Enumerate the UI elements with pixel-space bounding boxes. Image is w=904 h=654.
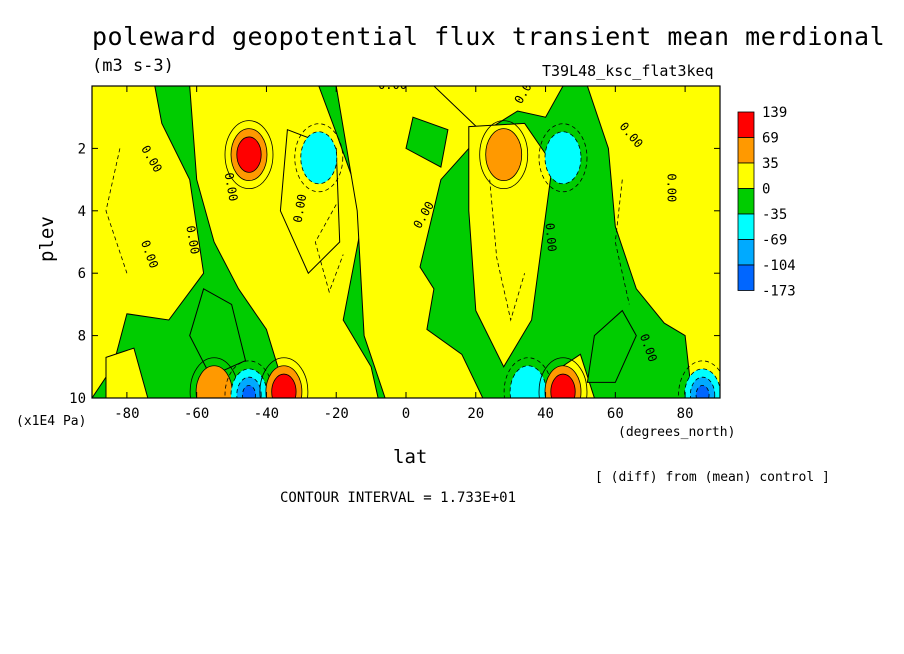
x-tick-label: 20 — [467, 406, 484, 422]
field-negative-region — [405, 116, 449, 168]
zero-contour-label: 0.00 — [291, 193, 310, 224]
colorbar-swatch — [737, 188, 755, 215]
contour-ring — [479, 120, 529, 190]
x-tick-label: -40 — [254, 406, 279, 422]
x-tick-label: 0 — [402, 406, 410, 422]
field-positive-region — [468, 122, 554, 368]
positive-extremum — [271, 373, 297, 398]
positive-extremum — [485, 128, 523, 182]
contour-ring — [538, 123, 588, 193]
colorbar-label: 0 — [762, 182, 770, 198]
contour-field: 0.000.000.000.000.000.00 0.000.000.000.00… — [92, 78, 720, 398]
colorbar-swatch — [737, 213, 755, 240]
dashed-contour — [314, 204, 344, 294]
negative-extremum — [242, 385, 256, 398]
field-positive-region — [92, 86, 205, 398]
zero-contour-label: 0.00 — [183, 224, 202, 255]
contour-ring — [538, 357, 588, 398]
colorbar-swatch — [737, 264, 755, 291]
contour-ring — [294, 123, 344, 193]
y-axis-label: plev — [36, 216, 58, 262]
colorbar-swatch — [737, 162, 755, 189]
zero-contour-label: 0.00 — [222, 171, 241, 202]
field-positive-region — [433, 86, 564, 134]
run-name: T39L48_ksc_flat3keq — [542, 62, 714, 80]
x-tick-label: 60 — [607, 406, 624, 422]
y-tick-label: 6 — [78, 266, 86, 282]
x-tick-label: -20 — [324, 406, 349, 422]
y-axis-unit: (x1E4 Pa) — [16, 414, 87, 429]
colorbar-swatch — [737, 111, 755, 138]
contour-ring — [224, 120, 274, 190]
colorbar-label: -69 — [762, 233, 787, 249]
chart-title: poleward geopotential flux transient mea… — [92, 22, 886, 51]
negative-extremum — [300, 131, 338, 185]
field-negative-region — [586, 309, 637, 383]
colorbar-label: 69 — [762, 131, 779, 147]
x-axis-label: lat — [393, 446, 428, 468]
positive-extremum — [550, 373, 576, 398]
dashed-contour — [105, 148, 128, 274]
y-tick-label: 8 — [78, 329, 86, 345]
dashed-contour — [614, 179, 630, 305]
negative-extremum — [544, 131, 582, 185]
zero-contour-label: 0.00 — [665, 173, 679, 202]
colorbar-label: -35 — [762, 207, 787, 223]
x-tick-label: -60 — [184, 406, 209, 422]
negative-extremum — [695, 385, 710, 398]
x-tick-label: -80 — [114, 406, 139, 422]
colorbar-label: -173 — [762, 284, 796, 300]
colorbar-label: -104 — [762, 258, 796, 274]
contour-ring — [259, 357, 309, 398]
field-negative-region — [189, 288, 247, 377]
x-tick-label: 40 — [537, 406, 554, 422]
positive-extremum — [236, 136, 262, 173]
x-tick-label: 80 — [677, 406, 694, 422]
contour-interval: CONTOUR INTERVAL = 1.733E+01 — [280, 490, 517, 506]
zero-contour-label: 0.00 — [543, 222, 559, 252]
diff-note: [ (diff) from (mean) control ] — [595, 470, 830, 485]
colorbar-swatch — [737, 239, 755, 266]
zero-contour-label: 0.00 — [378, 78, 407, 92]
y-tick-label: 2 — [78, 141, 86, 157]
colorbar-label: 139 — [762, 105, 787, 121]
contour-ring — [678, 360, 720, 398]
colorbar-swatch — [737, 137, 755, 164]
y-tick-label: 10 — [69, 391, 86, 407]
chart-units: (m3 s-3) — [92, 56, 174, 76]
field-positive-region — [105, 347, 149, 398]
y-tick-label: 4 — [78, 204, 86, 220]
field-positive-region — [586, 86, 720, 398]
x-axis-unit: (degrees_north) — [618, 425, 736, 440]
colorbar-label: 35 — [762, 156, 779, 172]
